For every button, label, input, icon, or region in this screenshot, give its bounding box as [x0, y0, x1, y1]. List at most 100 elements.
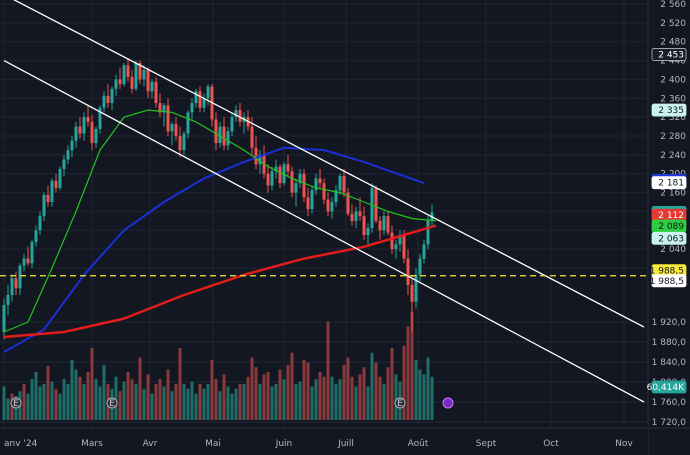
candle-body[interactable]: [306, 197, 310, 210]
candle-body[interactable]: [214, 119, 218, 144]
candle-body[interactable]: [138, 62, 142, 80]
candle-body[interactable]: [254, 147, 258, 165]
candle-body[interactable]: [382, 216, 386, 231]
candle-body[interactable]: [146, 70, 150, 92]
candle-body[interactable]: [186, 112, 190, 134]
candle-body[interactable]: [18, 265, 22, 289]
candle-body[interactable]: [42, 194, 46, 217]
candle-body[interactable]: [282, 164, 286, 184]
candle-body[interactable]: [230, 117, 234, 132]
candle-body[interactable]: [86, 117, 90, 122]
candle-body[interactable]: [338, 176, 342, 191]
candle-body[interactable]: [302, 173, 306, 198]
candle-body[interactable]: [290, 171, 294, 193]
candle-body[interactable]: [38, 216, 42, 231]
candle-body[interactable]: [2, 305, 6, 332]
candle-body[interactable]: [178, 136, 182, 151]
candle-body[interactable]: [330, 202, 334, 212]
candle-body[interactable]: [266, 173, 270, 186]
lightning-icon[interactable]: [442, 397, 454, 409]
candle-body[interactable]: [10, 278, 14, 295]
candlesticks[interactable]: [2, 58, 434, 340]
candle-body[interactable]: [278, 166, 282, 184]
candle-body[interactable]: [314, 178, 318, 191]
candle-body[interactable]: [326, 199, 330, 212]
candle-body[interactable]: [90, 121, 94, 144]
candle-body[interactable]: [286, 164, 290, 172]
candle-body[interactable]: [198, 91, 202, 108]
candle-body[interactable]: [234, 110, 238, 118]
candle-body[interactable]: [126, 65, 130, 78]
candle-body[interactable]: [370, 187, 374, 228]
candle-body[interactable]: [102, 95, 106, 108]
candle-body[interactable]: [346, 192, 350, 214]
candle-body[interactable]: [422, 244, 426, 259]
candle-body[interactable]: [166, 105, 170, 132]
candle-body[interactable]: [310, 190, 314, 210]
candle-body[interactable]: [366, 227, 370, 235]
candle-body[interactable]: [226, 131, 230, 146]
channel-upper-line[interactable]: [4, 0, 645, 328]
candle-body[interactable]: [386, 216, 390, 233]
candle-body[interactable]: [378, 220, 382, 231]
candle-body[interactable]: [74, 126, 78, 141]
candle-body[interactable]: [358, 211, 362, 217]
time-axis[interactable]: anv '24 Mars Avr Mai Juin Juill Août Sept Oct Nov: [0, 427, 690, 455]
candle-body[interactable]: [342, 176, 346, 193]
candle-body[interactable]: [78, 126, 82, 134]
candle-body[interactable]: [46, 194, 50, 202]
candle-body[interactable]: [398, 235, 402, 245]
candle-body[interactable]: [270, 171, 274, 186]
event-marker[interactable]: [106, 397, 118, 409]
trend-channel[interactable]: [3, 0, 645, 403]
candle-body[interactable]: [106, 95, 110, 103]
channel-lower-line[interactable]: [3, 59, 645, 403]
candle-body[interactable]: [298, 173, 302, 184]
candle-body[interactable]: [418, 258, 422, 275]
candle-body[interactable]: [318, 178, 322, 184]
candle-body[interactable]: [362, 216, 366, 235]
candle-body[interactable]: [218, 126, 222, 144]
candle-body[interactable]: [426, 220, 430, 245]
candle-body[interactable]: [250, 126, 254, 148]
candle-body[interactable]: [82, 117, 86, 134]
candle-body[interactable]: [294, 183, 298, 193]
candle-body[interactable]: [274, 166, 278, 172]
candle-body[interactable]: [22, 258, 26, 266]
candle-body[interactable]: [142, 70, 146, 80]
candle-body[interactable]: [150, 81, 154, 92]
candle-body[interactable]: [14, 278, 18, 289]
candle-body[interactable]: [390, 232, 394, 250]
candle-body[interactable]: [222, 126, 226, 146]
candle-body[interactable]: [406, 258, 410, 285]
candle-body[interactable]: [62, 159, 66, 169]
candle-body[interactable]: [194, 91, 198, 103]
candle-body[interactable]: [118, 79, 122, 85]
candle-body[interactable]: [70, 140, 74, 151]
candle-body[interactable]: [238, 110, 242, 122]
candle-body[interactable]: [26, 258, 30, 264]
candle-body[interactable]: [110, 88, 114, 103]
candle-body[interactable]: [6, 295, 10, 306]
candle-body[interactable]: [94, 128, 98, 144]
candle-body[interactable]: [66, 150, 70, 160]
candle-body[interactable]: [374, 187, 378, 221]
candle-body[interactable]: [30, 242, 34, 264]
candle-body[interactable]: [350, 213, 354, 221]
candle-body[interactable]: [134, 62, 138, 89]
candle-body[interactable]: [154, 81, 158, 103]
candle-body[interactable]: [174, 124, 178, 136]
candle-body[interactable]: [182, 133, 186, 151]
candle-body[interactable]: [98, 107, 102, 129]
candle-body[interactable]: [50, 180, 54, 202]
candle-body[interactable]: [114, 79, 118, 89]
candle-body[interactable]: [258, 154, 262, 165]
candle-body[interactable]: [334, 190, 338, 202]
candle-body[interactable]: [130, 77, 134, 89]
candle-body[interactable]: [58, 169, 62, 188]
event-marker[interactable]: [10, 397, 22, 409]
event-marker[interactable]: [394, 397, 406, 409]
candle-body[interactable]: [190, 103, 194, 113]
candle-body[interactable]: [354, 211, 358, 221]
